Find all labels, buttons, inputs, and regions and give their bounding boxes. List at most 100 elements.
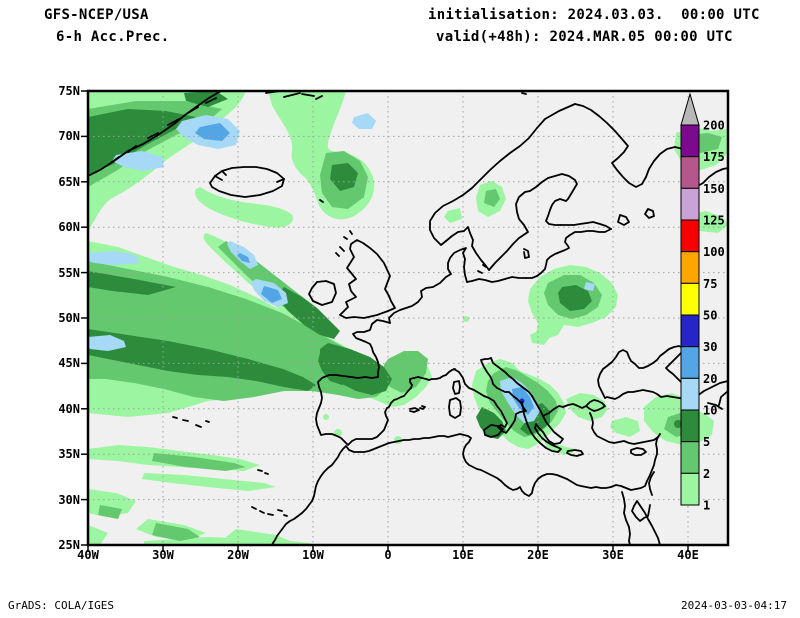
precip-region	[88, 335, 126, 351]
precip-region	[558, 285, 592, 311]
precip-region	[530, 331, 550, 345]
coastline-corsica	[452, 380, 461, 395]
precip-region	[152, 453, 246, 471]
precip-region	[276, 287, 340, 339]
coastlines	[87, 90, 729, 546]
legend-value-label: 150	[703, 182, 725, 196]
lon-tick-label: 40W	[77, 548, 99, 562]
creation-timestamp: 2024-03-03-04:17	[681, 599, 787, 612]
legend-value-label: 175	[703, 150, 725, 164]
precip-region	[142, 473, 276, 491]
river-nile	[621, 491, 631, 546]
coastline-france-west	[352, 319, 391, 378]
coastline-iceland-fjords	[214, 170, 285, 183]
lon-tick-label: 30W	[152, 548, 174, 562]
product-title: GFS-NCEP/USA	[44, 7, 149, 23]
coastline-gulf-of-finland	[560, 221, 612, 230]
coastline-lakes	[617, 208, 655, 226]
legend-color-swatch	[680, 156, 700, 189]
precip-region	[261, 286, 282, 303]
coastline-greece	[521, 395, 564, 453]
coastline-greenland	[87, 90, 222, 177]
legend-color-swatch	[680, 124, 700, 158]
coastline-black-sea-north	[597, 345, 698, 399]
legend-color-swatch	[680, 377, 700, 411]
coastline-norway	[429, 103, 576, 246]
grads-credit: GrADS: COLA/IGES	[8, 599, 114, 612]
lon-tick-label: 10W	[302, 548, 324, 562]
lat-tick-label: 50N	[58, 311, 80, 325]
lat-tick-label: 45N	[58, 356, 80, 371]
lon-tick-label: 30E	[602, 548, 624, 562]
lon-tick-label: 20W	[227, 548, 249, 562]
precip-region	[610, 417, 640, 437]
precip-region	[674, 420, 682, 428]
coastline-black-sea-south	[604, 389, 698, 400]
coastline-sicily	[483, 424, 504, 438]
legend-color-swatch	[680, 314, 700, 348]
precip-region	[352, 113, 376, 129]
legend-value-label: 75	[703, 277, 717, 291]
legend-value-label: 5	[703, 435, 710, 449]
precip-region	[237, 253, 250, 263]
precip-region	[88, 329, 316, 391]
lat-tick-label: 70N	[58, 129, 80, 144]
lat-tick-label: 30N	[58, 492, 80, 507]
coastline-canaries	[251, 506, 288, 517]
coastline-bothnia-finland	[529, 173, 578, 226]
lat-tick-label: 35N	[58, 447, 80, 462]
legend-value-label: 20	[703, 372, 717, 386]
precip-region	[384, 351, 428, 393]
lat-tick-label: 40N	[58, 401, 80, 416]
coastline-greenland-fjords	[111, 97, 217, 163]
coastline-great-britain	[339, 239, 396, 319]
coastline-small-islands	[319, 199, 353, 257]
precipitation-map: 200 175 150 125 100 75 50 30 20 10 5 2 1	[81, 89, 730, 552]
precip-region	[112, 151, 164, 171]
legend-color-swatch	[680, 219, 700, 253]
coastline-italy	[453, 357, 527, 434]
legend-value-label: 125	[703, 214, 725, 228]
legend-color-swatch	[680, 187, 700, 221]
lat-tick-label: 65N	[58, 174, 80, 189]
precip-region	[88, 525, 108, 545]
lon-tick-label: 0	[384, 548, 392, 562]
coastline-aegean-marmara	[542, 399, 606, 417]
precip-region	[323, 414, 329, 420]
coastline-sweden-east	[488, 190, 531, 271]
precip-region	[330, 163, 358, 191]
initialisation-time: initialisation: 2024.03.03. 00:00 UTC	[428, 7, 760, 23]
coastline-sardinia	[448, 397, 462, 419]
lat-tick-label: 60N	[58, 220, 80, 235]
coastline-turkey-africa	[271, 412, 661, 546]
legend-color-swatch	[680, 409, 700, 443]
legend-color-swatch	[680, 346, 700, 379]
legend-value-label: 200	[703, 119, 725, 133]
lat-tick-label: 55N	[58, 265, 80, 280]
precip-region	[484, 189, 500, 207]
precip-region	[463, 316, 469, 322]
coastline-azores	[172, 416, 210, 428]
legend-value-label: 1	[703, 499, 710, 513]
precip-region	[444, 208, 462, 223]
legend-color-swatch	[680, 282, 700, 316]
map-border	[86, 89, 730, 547]
coastline-caucasus	[696, 380, 729, 410]
lon-tick-label: 40E	[677, 548, 699, 562]
lon-tick-label: 20E	[527, 548, 549, 562]
coastline-baltic-islands	[477, 248, 530, 274]
legend-value-label: 100	[703, 245, 725, 259]
product-subtitle: 6-h Acc.Prec.	[56, 29, 170, 45]
color-legend: 200 175 150 125 100 75 50 30 20 10 5 2 1	[680, 92, 725, 513]
coastline-denmark-lowlands	[388, 247, 468, 324]
legend-color-swatch	[680, 441, 700, 474]
legend-value-label: 50	[703, 309, 717, 323]
lat-tick-label: 75N	[58, 84, 80, 98]
valid-time: valid(+48h): 2024.MAR.05 00:00 UTC	[436, 29, 733, 45]
legend-value-label: 2	[703, 467, 710, 481]
coastline-cyprus	[630, 447, 647, 456]
precip-region	[152, 523, 200, 541]
coastline-red-sea	[631, 471, 661, 546]
coastline-madeira	[257, 469, 269, 475]
